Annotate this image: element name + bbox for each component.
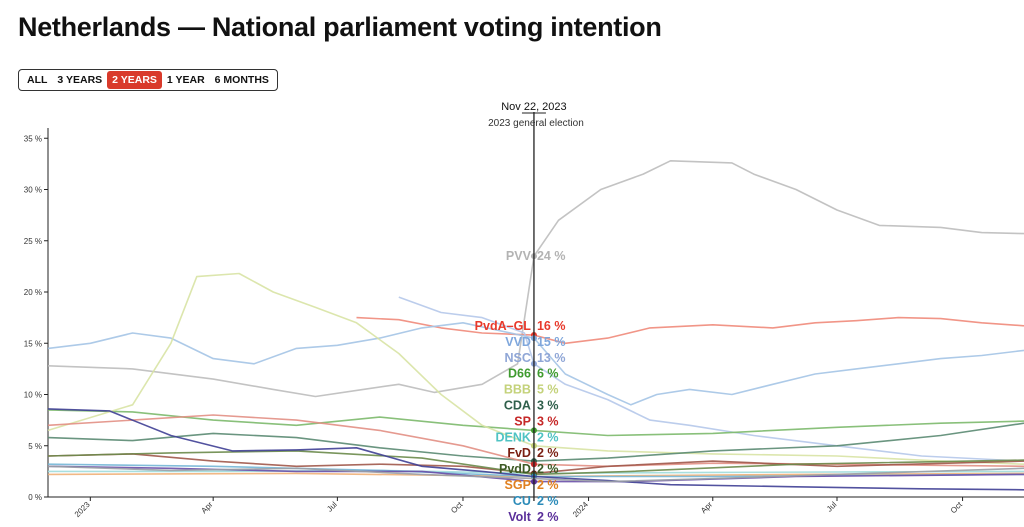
series-line-pvda-gl <box>356 316 1024 345</box>
series-value-pvdd: 2 % <box>537 462 559 476</box>
series-label-pvdd: PvdD <box>499 462 531 476</box>
x-tick-label: 2024 <box>571 500 590 519</box>
x-tick-label: Oct <box>449 500 465 516</box>
series-value-fvd: 2 % <box>537 446 559 460</box>
series-value-denk: 2 % <box>537 430 559 444</box>
series-label-vvd: VVD <box>505 335 531 349</box>
series-value-volt: 2 % <box>537 510 559 524</box>
series-label-nsc: NSC <box>505 351 531 365</box>
range-tab-6-months[interactable]: 6 MONTHS <box>214 74 269 86</box>
series-line-d66 <box>47 409 1024 437</box>
series-line-vvd <box>47 322 1024 406</box>
election-marker[interactable]: Nov 22, 2023 2023 general election <box>488 101 584 501</box>
series-value-labels: PVV 24 % PvdA–GL 16 % VVD 15 % NSC 13 % D66 6 % BB… <box>475 249 566 524</box>
time-range-selector: ALL 3 YEARS 2 YEARS 1 YEAR 6 MONTHS <box>18 69 278 91</box>
series-value-d66: 6 % <box>537 367 559 381</box>
series-line-pvdd <box>47 450 1024 476</box>
series-value-pvv: 24 % <box>537 249 566 263</box>
series-label-cu: CU <box>513 494 531 508</box>
series-label-bbb: BBB <box>504 383 531 397</box>
range-tab-all[interactable]: ALL <box>27 74 48 86</box>
y-tick-label: 35 % <box>24 134 42 143</box>
election-date-label: Nov 22, 2023 <box>501 101 566 113</box>
x-tick-label: Apr <box>699 500 714 515</box>
series-value-sgp: 2 % <box>537 478 559 492</box>
series-label-pvv: PVV <box>506 249 532 263</box>
range-tab-1-year[interactable]: 1 YEAR <box>166 74 205 86</box>
y-tick-label: 15 % <box>24 339 42 348</box>
x-tick-label: Jul <box>825 500 839 514</box>
series-label-d66: D66 <box>508 367 531 381</box>
y-tick-label: 20 % <box>24 288 42 297</box>
election-description-label: 2023 general election <box>488 118 584 129</box>
series-line-series <box>47 408 1024 491</box>
series-label-pvda-gl: PvdA–GL <box>475 319 532 333</box>
page-title: Netherlands — National parliament voting… <box>18 12 662 42</box>
x-tick-label: Oct <box>949 500 965 516</box>
series-value-nsc: 13 % <box>537 351 566 365</box>
series-label-volt: Volt <box>508 510 532 524</box>
y-tick-label: 30 % <box>24 186 42 195</box>
y-tick-label: 5 % <box>28 442 42 451</box>
series-label-cda: CDA <box>504 399 531 413</box>
y-tick-label: 10 % <box>24 391 42 400</box>
series-label-sgp: SGP <box>505 478 531 492</box>
series-line-fvd <box>47 453 1024 475</box>
series-label-denk: DENK <box>496 430 531 444</box>
series-label-sp: SP <box>514 414 531 428</box>
y-tick-label: 25 % <box>24 237 42 246</box>
series-value-pvda-gl: 16 % <box>537 319 566 333</box>
x-tick-label: 2023 <box>73 500 92 519</box>
series-line-denk <box>48 469 1024 475</box>
series-value-cda: 3 % <box>537 399 559 413</box>
series-lines <box>47 160 1024 491</box>
range-tab-3-years[interactable]: 3 YEARS <box>57 74 103 86</box>
series-value-bbb: 5 % <box>537 383 559 397</box>
range-tab-2-years[interactable]: 2 YEARS <box>107 71 162 89</box>
x-tick-label: Apr <box>199 500 214 515</box>
series-line-pvv <box>47 160 1024 398</box>
y-tick-label: 0 % <box>28 493 42 502</box>
series-line-bbb <box>47 272 1024 465</box>
y-axis: 0 % 5 % 10 % 15 % 20 % 25 % 30 % 35 % <box>24 128 49 502</box>
series-line-cda <box>47 422 1024 462</box>
series-value-sp: 3 % <box>537 414 559 428</box>
series-value-cu: 2 % <box>537 494 559 508</box>
series-label-fvd: FvD <box>507 446 531 460</box>
series-value-vvd: 15 % <box>537 335 566 349</box>
x-tick-label: Jul <box>325 500 339 514</box>
